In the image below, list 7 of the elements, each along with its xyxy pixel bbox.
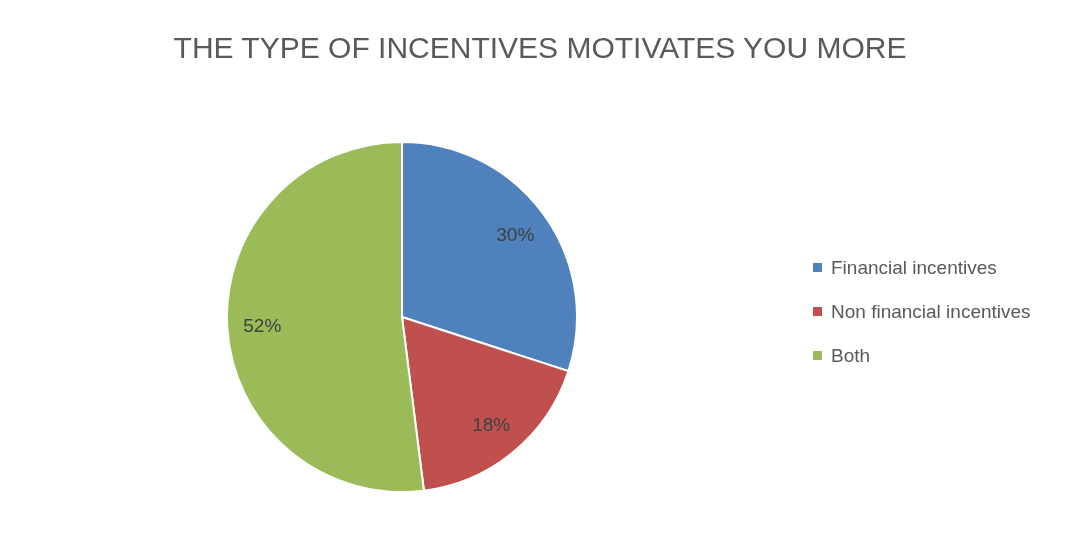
legend-label: Both xyxy=(831,344,871,366)
data-label: 30% xyxy=(496,223,535,245)
legend-label: Financial incentives xyxy=(831,256,997,278)
chart-title: THE TYPE OF INCENTIVES MOTIVATES YOU MORE xyxy=(173,31,907,64)
legend-label: Non financial incentives xyxy=(831,300,1031,322)
data-label: 52% xyxy=(243,314,282,336)
data-label: 18% xyxy=(472,413,511,435)
